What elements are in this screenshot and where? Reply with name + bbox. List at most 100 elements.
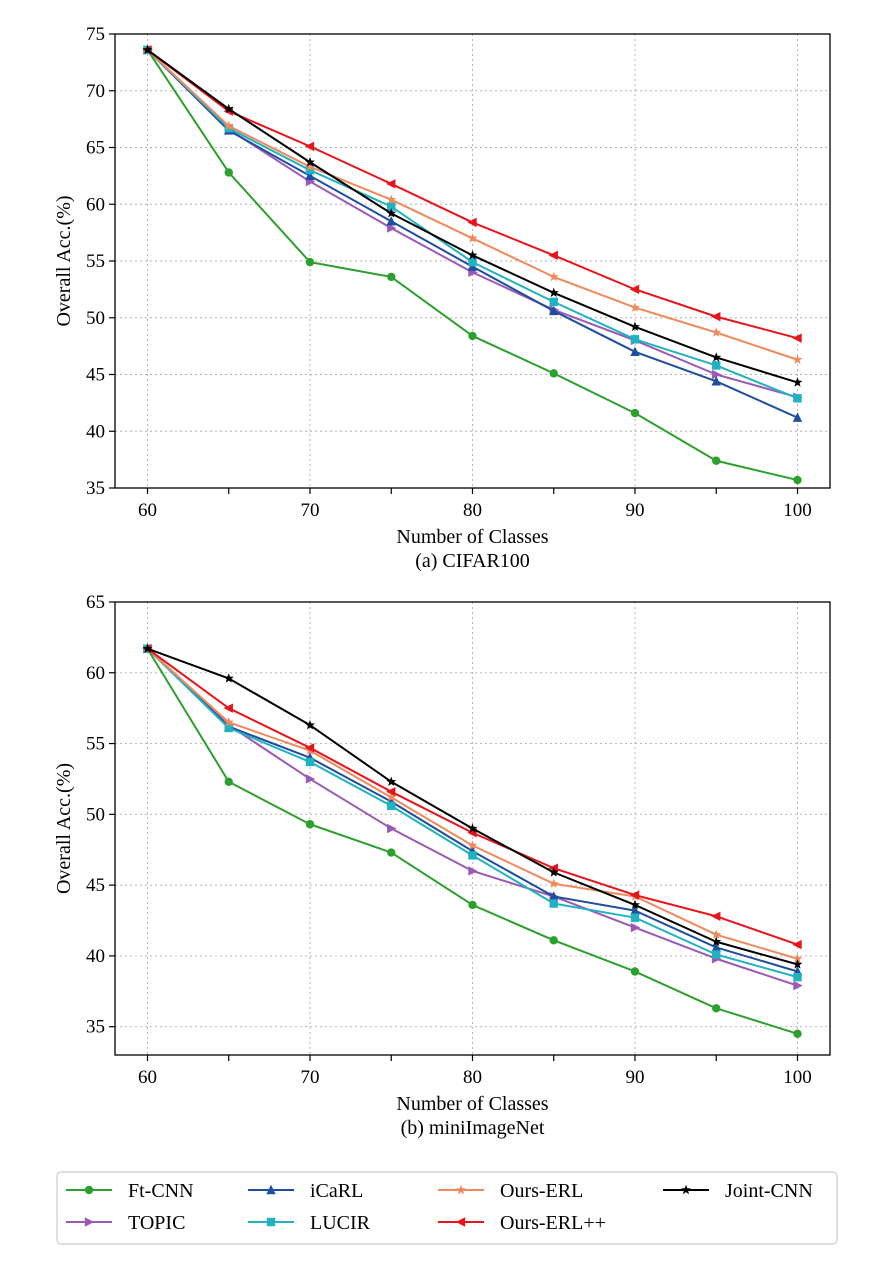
data-point-icarl [711, 942, 721, 952]
data-point-joint-cnn [792, 377, 803, 387]
data-point-ft-cnn [793, 1029, 802, 1038]
data-point-topic [387, 823, 397, 834]
data-point-ours-erl [792, 939, 802, 950]
y-tick-label: 45 [86, 365, 105, 386]
x-tick-label: 80 [463, 1067, 482, 1088]
data-point-icarl [630, 905, 640, 915]
x-tick-label: 90 [626, 1067, 645, 1088]
series-joint-cnn [142, 44, 803, 387]
legend-entry-lucir: LUCIR [248, 1212, 371, 1234]
data-point-ours-erl [223, 120, 234, 131]
data-point-ft-cnn [224, 777, 233, 786]
x-tick-label: 90 [626, 500, 645, 521]
data-point-ft-cnn [712, 1004, 721, 1013]
series-ours-erl [142, 644, 802, 950]
data-point-ours-erl [305, 161, 315, 171]
data-point-joint-cnn [711, 352, 722, 362]
data-point-lucir [549, 297, 558, 307]
legend-marker [455, 1217, 466, 1227]
data-point-joint-cnn [630, 321, 640, 332]
data-point-icarl [792, 412, 803, 422]
legend-label: TOPIC [128, 1212, 185, 1234]
legend-entry-joint-cnn: Joint-CNN [663, 1180, 813, 1202]
data-point-topic [387, 223, 397, 233]
legend-marker [84, 1185, 94, 1195]
data-point-ft-cnn [630, 408, 640, 418]
data-point-icarl [549, 305, 559, 316]
legend-entry-ours-erl: Ours-ERL [438, 1180, 583, 1202]
data-point-lucir [468, 257, 477, 267]
data-point-ours-erl [304, 141, 315, 152]
data-point-joint-cnn [386, 208, 397, 218]
data-point-ft-cnn [549, 369, 558, 378]
data-point-icarl [386, 216, 396, 226]
data-point-icarl [711, 376, 721, 386]
legend-entry-ft-cnn: Ft-CNN [66, 1180, 194, 1202]
y-axis-title: Overall Acc.(%) [53, 195, 75, 326]
data-point-icarl [549, 891, 559, 901]
x-axis-title: Number of Classes [396, 1093, 548, 1115]
legend-entry-icarl: iCaRL [248, 1180, 363, 1202]
data-point-ft-cnn [468, 331, 477, 341]
legend-entry-ours-erl: Ours-ERL++ [438, 1212, 606, 1234]
series-ft-cnn [143, 644, 802, 1038]
data-point-ours-erl [223, 717, 234, 727]
data-point-joint-cnn [305, 157, 315, 167]
data-point-joint-cnn [142, 44, 153, 55]
series-topic [143, 644, 803, 991]
data-point-joint-cnn [386, 776, 397, 786]
y-tick-label: 65 [86, 138, 105, 159]
data-point-ours-erl [711, 327, 722, 337]
data-point-joint-cnn [305, 719, 315, 730]
y-tick-label: 35 [86, 478, 105, 499]
data-point-lucir [793, 972, 802, 982]
y-tick-label: 50 [86, 308, 105, 329]
legend-label: LUCIR [310, 1212, 371, 1234]
data-point-lucir [224, 723, 233, 733]
y-tick-label: 35 [86, 1017, 105, 1038]
data-point-joint-cnn [792, 959, 803, 969]
data-point-ours-erl [711, 929, 722, 939]
data-point-lucir [305, 166, 315, 175]
data-point-ft-cnn [387, 272, 396, 282]
y-tick-label: 60 [86, 194, 105, 215]
data-point-joint-cnn [548, 287, 559, 297]
y-tick-label: 55 [86, 734, 105, 755]
series-ours-erl [142, 44, 803, 364]
data-point-lucir [712, 950, 721, 959]
x-axis-title: Number of Classes [396, 526, 548, 548]
data-point-ft-cnn [468, 900, 477, 910]
data-point-ours-erl [467, 233, 478, 243]
data-point-ft-cnn [387, 848, 396, 857]
data-point-ours-erl [792, 354, 803, 364]
legend-label: iCaRL [310, 1180, 363, 1202]
data-point-ours-erl [792, 953, 803, 963]
plot-frame [114, 33, 831, 489]
data-point-joint-cnn [223, 673, 234, 683]
legend-label: Ours-ERL++ [500, 1212, 606, 1234]
data-point-ours-erl [548, 250, 558, 261]
data-point-ours-erl [386, 786, 396, 797]
series-ours-erl [142, 45, 802, 343]
legend-entry-topic: TOPIC [66, 1212, 185, 1234]
data-point-lucir [549, 899, 558, 908]
y-axis-title: Overall Acc.(%) [53, 763, 75, 894]
chart-caption: (b) miniImageNet [401, 1117, 545, 1139]
data-point-topic [793, 980, 803, 991]
data-point-ours-erl [711, 311, 721, 322]
y-tick-label: 50 [86, 804, 105, 825]
legend-marker [681, 1184, 691, 1195]
data-point-lucir [468, 851, 477, 860]
data-point-icarl [305, 170, 315, 181]
series-joint-cnn [142, 643, 803, 969]
data-point-ft-cnn [305, 257, 315, 267]
data-point-joint-cnn [548, 867, 559, 877]
data-point-lucir [387, 801, 396, 811]
data-point-ours-erl [386, 194, 397, 204]
y-tick-label: 60 [86, 663, 105, 684]
data-point-ours-erl [548, 863, 558, 873]
data-point-ours-erl [548, 271, 559, 282]
y-tick-label: 40 [86, 421, 105, 442]
data-point-ours-erl [467, 217, 477, 228]
